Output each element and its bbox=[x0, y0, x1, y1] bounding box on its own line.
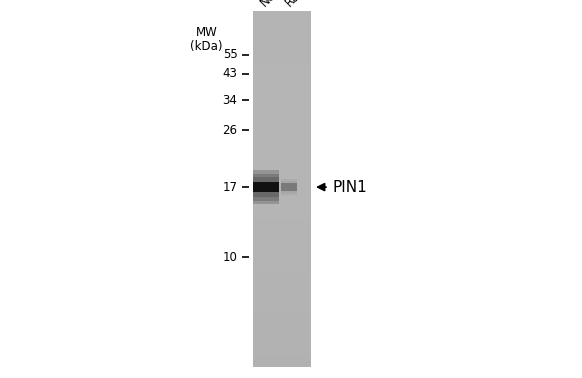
Bar bbox=[253, 46, 311, 53]
Bar bbox=[253, 170, 311, 177]
Bar bbox=[253, 177, 311, 183]
Bar bbox=[253, 182, 279, 192]
Bar bbox=[253, 117, 311, 124]
Bar bbox=[253, 224, 311, 231]
Bar bbox=[253, 289, 311, 296]
Bar bbox=[253, 253, 311, 260]
Bar bbox=[253, 153, 311, 160]
Bar bbox=[253, 17, 311, 23]
Bar bbox=[253, 330, 311, 337]
Text: Neuro2A: Neuro2A bbox=[257, 0, 303, 9]
Bar bbox=[253, 129, 311, 136]
Bar bbox=[253, 177, 279, 197]
Bar bbox=[253, 194, 311, 201]
Text: Rat2: Rat2 bbox=[283, 0, 311, 9]
Bar bbox=[253, 105, 311, 112]
Bar bbox=[253, 360, 311, 367]
Bar bbox=[253, 34, 311, 41]
Bar bbox=[281, 183, 297, 191]
Bar bbox=[253, 22, 311, 29]
Bar bbox=[253, 11, 311, 17]
Bar bbox=[253, 218, 311, 225]
Bar bbox=[253, 76, 311, 82]
Bar bbox=[253, 295, 311, 302]
Bar bbox=[253, 307, 311, 313]
Bar bbox=[253, 188, 311, 195]
Bar bbox=[253, 336, 311, 343]
Bar bbox=[253, 99, 311, 106]
Bar bbox=[253, 206, 311, 213]
Bar bbox=[253, 147, 311, 153]
Bar bbox=[253, 64, 311, 71]
Text: (kDa): (kDa) bbox=[190, 40, 223, 53]
Bar bbox=[281, 179, 297, 195]
Bar bbox=[253, 164, 311, 171]
Text: 55: 55 bbox=[223, 48, 237, 61]
Bar bbox=[253, 123, 311, 130]
Text: 10: 10 bbox=[222, 251, 237, 263]
Bar bbox=[281, 181, 297, 193]
Bar bbox=[253, 235, 311, 242]
Bar bbox=[253, 135, 311, 142]
Bar bbox=[253, 319, 311, 325]
Bar bbox=[253, 200, 311, 207]
Bar bbox=[253, 313, 311, 319]
Bar bbox=[253, 230, 311, 236]
Bar bbox=[253, 58, 311, 65]
Bar bbox=[253, 182, 311, 189]
Bar bbox=[253, 248, 311, 254]
Bar bbox=[253, 40, 311, 47]
Bar bbox=[253, 88, 311, 94]
Text: 17: 17 bbox=[222, 181, 237, 194]
Bar bbox=[253, 52, 311, 59]
Text: 26: 26 bbox=[222, 124, 237, 137]
Text: PIN1: PIN1 bbox=[333, 180, 368, 195]
Bar bbox=[253, 301, 311, 307]
Bar bbox=[253, 259, 311, 266]
Bar bbox=[253, 277, 311, 284]
Bar bbox=[253, 82, 311, 88]
Bar bbox=[253, 324, 311, 331]
Bar bbox=[253, 93, 311, 100]
Text: MW: MW bbox=[196, 26, 218, 39]
Bar bbox=[253, 265, 311, 272]
Bar bbox=[253, 271, 311, 278]
Text: 34: 34 bbox=[222, 94, 237, 107]
Bar bbox=[253, 342, 311, 349]
Bar bbox=[253, 141, 311, 147]
Bar bbox=[253, 354, 311, 361]
Bar bbox=[253, 283, 311, 290]
Bar bbox=[253, 159, 311, 165]
Bar bbox=[253, 70, 311, 76]
Bar bbox=[253, 242, 311, 248]
Bar bbox=[253, 174, 279, 201]
Bar bbox=[253, 348, 311, 355]
Text: 43: 43 bbox=[222, 67, 237, 80]
Bar bbox=[253, 28, 311, 35]
Bar bbox=[253, 212, 311, 218]
Bar bbox=[253, 170, 279, 204]
Bar bbox=[253, 111, 311, 118]
